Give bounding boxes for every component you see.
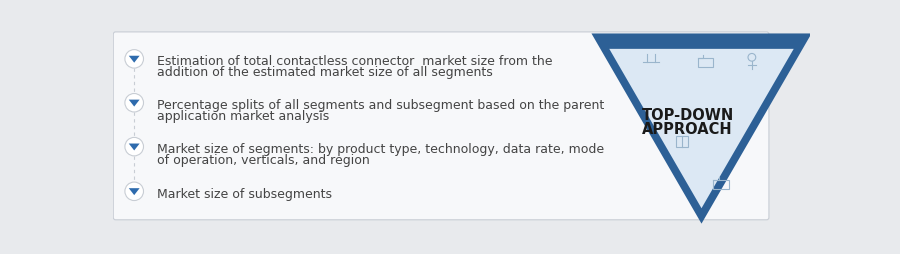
Circle shape [125, 51, 143, 69]
Polygon shape [129, 100, 140, 107]
Polygon shape [129, 188, 140, 195]
Circle shape [125, 94, 143, 113]
Text: APPROACH: APPROACH [643, 121, 733, 136]
Polygon shape [129, 57, 140, 64]
Text: TOP-DOWN: TOP-DOWN [642, 107, 733, 122]
Text: Market size of segments: by product type, technology, data rate, mode: Market size of segments: by product type… [158, 142, 605, 155]
Circle shape [125, 182, 143, 201]
Text: Market size of subsegments: Market size of subsegments [158, 187, 332, 200]
Text: Estimation of total contactless connector  market size from the: Estimation of total contactless connecto… [158, 55, 553, 68]
Polygon shape [591, 34, 812, 224]
Text: addition of the estimated market size of all segments: addition of the estimated market size of… [158, 66, 493, 79]
FancyBboxPatch shape [113, 33, 769, 220]
Polygon shape [609, 50, 794, 209]
Text: of operation, verticals, and region: of operation, verticals, and region [158, 153, 370, 166]
Text: Percentage splits of all segments and subsegment based on the parent: Percentage splits of all segments and su… [158, 99, 605, 112]
Polygon shape [129, 144, 140, 151]
Circle shape [125, 138, 143, 156]
Text: application market analysis: application market analysis [158, 109, 329, 122]
